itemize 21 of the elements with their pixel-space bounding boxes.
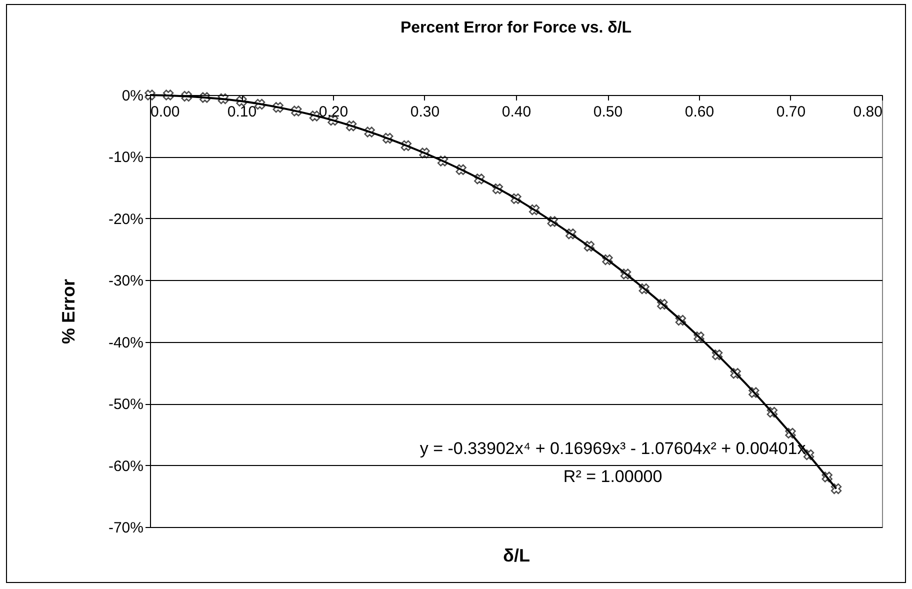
x-axis-title: δ/L <box>503 546 530 566</box>
y-tick-label: -30% <box>108 272 144 290</box>
x-tick-label: 0.20 <box>318 104 348 120</box>
annotation: R² = 1.00000 <box>563 467 662 486</box>
y-tick-label: -50% <box>108 396 144 414</box>
y-tick-label: -40% <box>108 334 144 352</box>
x-tick-label: 0.10 <box>227 104 257 120</box>
y-tick-label: 0% <box>122 88 144 104</box>
x-tick-label: 0.30 <box>410 104 440 120</box>
x-tick-label: 0.80 <box>853 104 882 120</box>
y-tick-label: -70% <box>108 520 144 536</box>
y-tick-label: -10% <box>108 149 144 166</box>
x-tick-label: 0.40 <box>502 104 532 120</box>
x-tick-label: 0.60 <box>684 104 714 120</box>
x-tick-label: 0.00 <box>150 104 180 120</box>
x-tick-label: 0.50 <box>593 104 623 120</box>
y-axis-title: % Error <box>58 278 78 344</box>
y-tick-label: -60% <box>108 458 144 475</box>
y-tick-label: -20% <box>108 210 144 228</box>
chart-title: Percent Error for Force vs. δ/L <box>400 20 632 37</box>
x-tick-label: 0.70 <box>776 104 806 120</box>
